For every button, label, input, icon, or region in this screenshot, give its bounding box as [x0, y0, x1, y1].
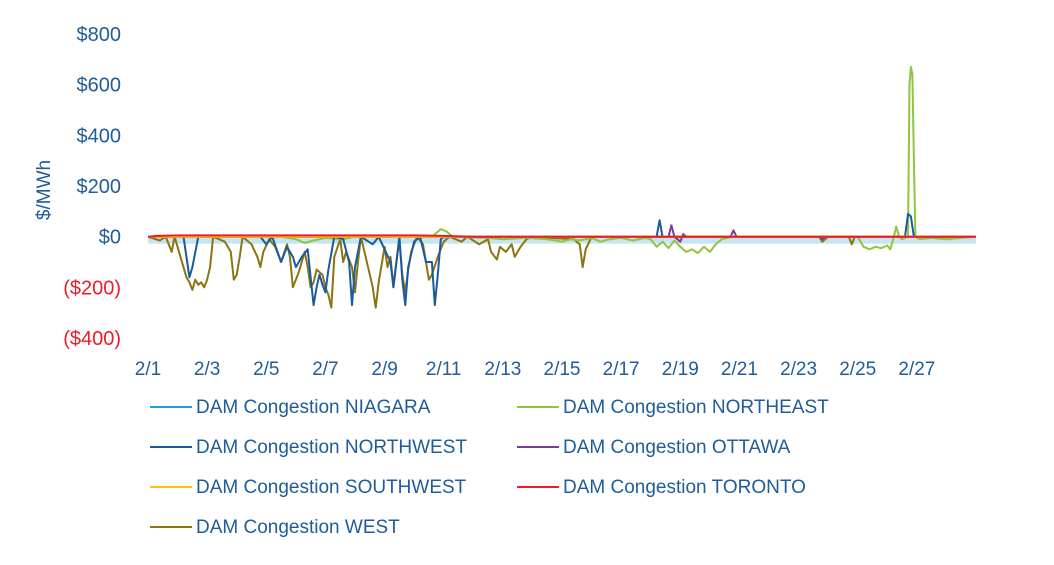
y-tick-label: $800 [77, 24, 122, 46]
legend-label: DAM Congestion SOUTHWEST [196, 477, 467, 498]
y-axis-label: $/MWh [34, 160, 55, 220]
x-tick-label: 2/7 [312, 359, 338, 380]
series-line-dam-congestion-northwest [148, 212, 976, 307]
zero-band-group [148, 235, 976, 244]
series-line-dam-congestion-northeast [148, 65, 977, 255]
x-tick-label: 2/5 [253, 359, 279, 380]
y-tick-label: $0 [99, 227, 121, 249]
x-tick-label: 2/25 [839, 359, 876, 380]
legend-label: DAM Congestion OTTAWA [563, 437, 791, 458]
legend-label: DAM Congestion NIAGARA [196, 397, 431, 418]
x-tick-label: 2/27 [898, 359, 935, 380]
x-tick-label: 2/19 [662, 359, 699, 380]
y-tick-label: ($400) [63, 328, 121, 350]
x-tick-label: 2/21 [721, 359, 758, 380]
series-line-dam-congestion-toronto [147, 234, 976, 238]
x-tick-label: 2/3 [194, 359, 220, 380]
x-tick-label: 2/17 [603, 359, 640, 380]
x-tick-label: 2/1 [135, 359, 161, 380]
x-tick-label: 2/13 [484, 359, 521, 380]
legend: DAM Congestion NIAGARA DAM Congestion NOR… [150, 397, 829, 538]
zero-band [148, 235, 976, 244]
y-tick-label: $200 [77, 176, 122, 198]
y-axis-ticks: $800 $600 $400 $200 $0 ($200) ($400) [63, 24, 121, 350]
x-tick-label: 2/11 [426, 359, 462, 380]
x-axis-ticks: 2/1 2/3 2/5 2/7 2/9 2/11 2/13 2/15 2/17 2/19 2/21 2… [135, 359, 936, 380]
legend-label: DAM Congestion WEST [196, 517, 400, 538]
y-tick-label: $600 [77, 75, 122, 97]
y-tick-label: ($200) [63, 277, 121, 299]
x-tick-label: 2/9 [371, 359, 397, 380]
legend-label: DAM Congestion NORTHWEST [196, 437, 467, 458]
legend-label: DAM Congestion NORTHEAST [563, 397, 829, 418]
legend-label: DAM Congestion TORONTO [563, 477, 806, 498]
series-line-dam-congestion-west [147, 235, 976, 309]
x-tick-label: 2/15 [544, 359, 581, 380]
y-tick-label: $400 [77, 125, 122, 147]
series-lines [147, 65, 977, 309]
x-tick-label: 2/23 [780, 359, 817, 380]
